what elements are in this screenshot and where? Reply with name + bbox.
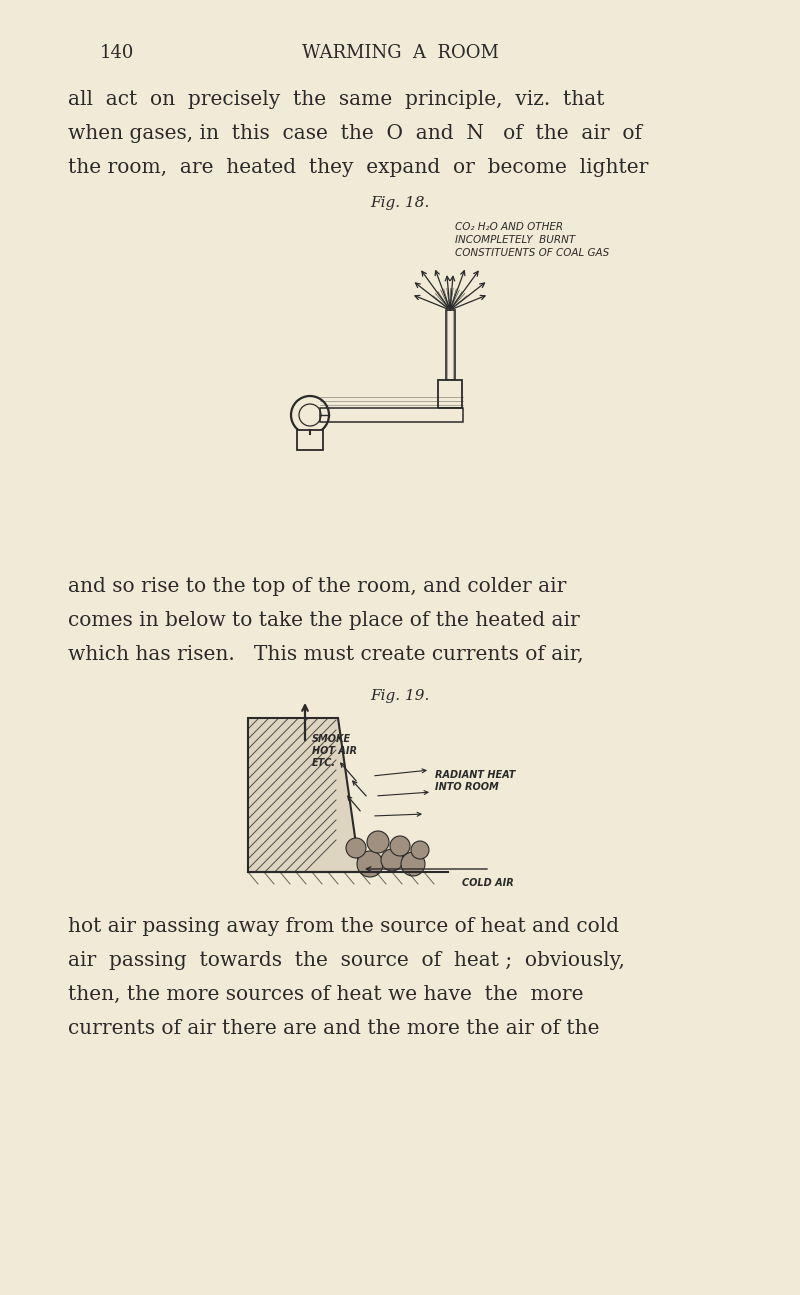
Text: INCOMPLETELY  BURNT: INCOMPLETELY BURNT xyxy=(455,234,575,245)
Text: which has risen.   This must create currents of air,: which has risen. This must create curren… xyxy=(68,645,584,664)
Text: RADIANT HEAT: RADIANT HEAT xyxy=(435,771,515,780)
Bar xyxy=(297,430,323,449)
Circle shape xyxy=(357,851,383,877)
Text: 140: 140 xyxy=(100,44,134,62)
Text: CONSTITUENTS OF COAL GAS: CONSTITUENTS OF COAL GAS xyxy=(455,249,610,258)
Bar xyxy=(438,379,462,408)
Text: Fig. 18.: Fig. 18. xyxy=(370,196,430,210)
Circle shape xyxy=(390,837,410,856)
Circle shape xyxy=(411,840,429,859)
Text: HOT AIR: HOT AIR xyxy=(312,746,357,756)
Polygon shape xyxy=(248,717,360,872)
Text: Fig. 19.: Fig. 19. xyxy=(370,689,430,703)
Bar xyxy=(446,310,454,379)
Text: all  act  on  precisely  the  same  principle,  viz.  that: all act on precisely the same principle,… xyxy=(68,89,605,109)
Text: INTO ROOM: INTO ROOM xyxy=(435,782,498,793)
Text: the room,  are  heated  they  expand  or  become  lighter: the room, are heated they expand or beco… xyxy=(68,158,648,177)
Text: SMOKE: SMOKE xyxy=(312,734,351,745)
Text: and so rise to the top of the room, and colder air: and so rise to the top of the room, and … xyxy=(68,578,566,596)
Circle shape xyxy=(346,838,366,859)
Text: when gases, in  this  case  the  O  and  N   of  the  air  of: when gases, in this case the O and N of … xyxy=(68,124,642,142)
Text: then, the more sources of heat we have  the  more: then, the more sources of heat we have t… xyxy=(68,985,583,1004)
Bar xyxy=(320,408,463,422)
Text: WARMING  A  ROOM: WARMING A ROOM xyxy=(302,44,498,62)
Text: hot air passing away from the source of heat and cold: hot air passing away from the source of … xyxy=(68,917,619,936)
Text: comes in below to take the place of the heated air: comes in below to take the place of the … xyxy=(68,611,580,629)
Text: currents of air there are and the more the air of the: currents of air there are and the more t… xyxy=(68,1019,599,1039)
Text: air  passing  towards  the  source  of  heat ;  obviously,: air passing towards the source of heat ;… xyxy=(68,951,625,970)
Circle shape xyxy=(401,852,425,875)
Circle shape xyxy=(367,831,389,853)
Text: ETC.: ETC. xyxy=(312,758,336,768)
Circle shape xyxy=(381,850,403,872)
Text: CO₂ H₂O AND OTHER: CO₂ H₂O AND OTHER xyxy=(455,221,563,232)
Text: COLD AIR: COLD AIR xyxy=(462,878,514,888)
